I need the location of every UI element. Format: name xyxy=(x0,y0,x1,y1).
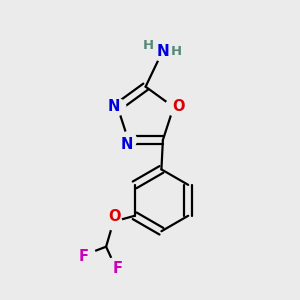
Text: N: N xyxy=(108,99,120,114)
Circle shape xyxy=(107,258,123,274)
Text: F: F xyxy=(79,249,89,264)
Circle shape xyxy=(105,213,122,230)
Circle shape xyxy=(165,99,182,115)
Text: O: O xyxy=(172,99,185,114)
Text: N: N xyxy=(157,44,169,59)
Circle shape xyxy=(109,99,126,115)
Text: H: H xyxy=(171,45,182,58)
Circle shape xyxy=(120,132,136,148)
Text: O: O xyxy=(108,209,121,224)
Text: H: H xyxy=(143,39,154,52)
Text: N: N xyxy=(121,137,133,152)
Text: F: F xyxy=(113,261,123,276)
Circle shape xyxy=(79,246,95,262)
Circle shape xyxy=(154,45,170,61)
